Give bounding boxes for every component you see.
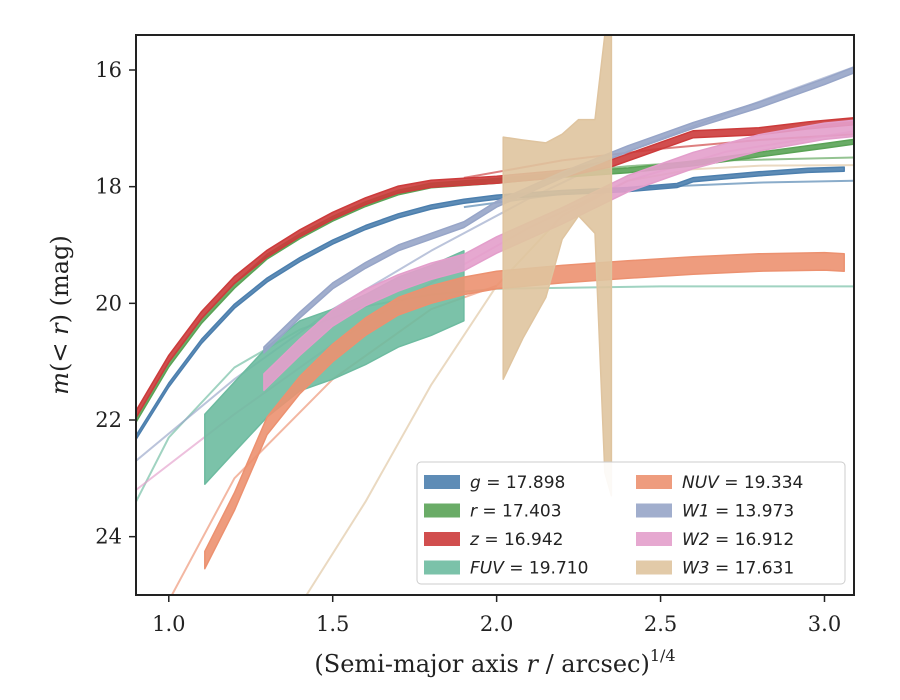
data-bands bbox=[136, 35, 854, 570]
legend-swatch-W2 bbox=[636, 532, 672, 546]
legend-swatch-NUV bbox=[636, 475, 672, 489]
data-band-W1 bbox=[263, 66, 854, 354]
y-label-r: r bbox=[46, 322, 74, 335]
legend: g = 17.898 r = 17.403 z = 16.942 FUV = 19.7… bbox=[416, 461, 846, 585]
x-tick-label: 2.0 bbox=[480, 612, 513, 636]
x-label-pre: (Semi-major axis bbox=[314, 650, 526, 678]
legend-label-W1: W1 = 13.973 bbox=[682, 502, 794, 522]
data-band-g bbox=[136, 166, 845, 441]
x-label-post: / arcsec) bbox=[538, 650, 650, 678]
y-tick-label: 24 bbox=[95, 525, 122, 549]
x-axis: 1.0 1.5 2.0 2.5 3.0 bbox=[152, 595, 841, 636]
x-tick-label: 2.5 bbox=[644, 612, 677, 636]
x-tick-label: 3.0 bbox=[808, 612, 841, 636]
legend-swatch-FUV bbox=[424, 560, 460, 575]
y-axis: 16 18 20 22 24 bbox=[95, 58, 136, 549]
data-band-W2 bbox=[263, 119, 854, 392]
y-tick-label: 22 bbox=[95, 408, 122, 432]
y-tick-label: 16 bbox=[95, 58, 122, 82]
y-label-lt: < bbox=[46, 335, 74, 363]
legend-swatch-W1 bbox=[636, 503, 672, 518]
legend-label-FUV: FUV = 19.710 bbox=[470, 559, 588, 579]
x-label-var: r bbox=[526, 650, 539, 678]
data-band-z bbox=[136, 117, 854, 419]
legend-label-z: z = 16.942 bbox=[469, 530, 563, 550]
legend-label-W3: W3 = 17.631 bbox=[682, 559, 794, 579]
y-label-unit: (mag) bbox=[46, 235, 74, 314]
data-band-NUV bbox=[204, 251, 845, 570]
legend-swatch-g bbox=[424, 475, 460, 489]
x-tick-label: 1.5 bbox=[316, 612, 349, 636]
y-tick-label: 20 bbox=[95, 291, 122, 315]
legend-box bbox=[416, 461, 846, 585]
legend-swatch-z bbox=[424, 532, 460, 546]
y-label-close: ) bbox=[46, 314, 74, 323]
legend-label-r: r = 17.403 bbox=[470, 502, 562, 522]
plot-frame bbox=[135, 34, 855, 596]
y-label-m: m bbox=[46, 372, 74, 395]
legend-swatch-W3 bbox=[636, 560, 672, 575]
y-label-open: ( bbox=[46, 363, 74, 372]
legend-label-NUV: NUV = 19.334 bbox=[682, 473, 803, 493]
legend-label-g: g = 17.898 bbox=[470, 473, 565, 493]
x-tick-label: 1.0 bbox=[152, 612, 185, 636]
y-axis-label: m(< r) (mag) bbox=[46, 235, 74, 395]
x-axis-label: (Semi-major axis r / arcsec)1/4 bbox=[314, 646, 675, 678]
x-label-exponent: 1/4 bbox=[650, 646, 676, 665]
y-tick-label: 18 bbox=[95, 175, 122, 199]
legend-swatch-r bbox=[424, 503, 460, 518]
legend-label-W2: W2 = 16.912 bbox=[682, 530, 794, 550]
